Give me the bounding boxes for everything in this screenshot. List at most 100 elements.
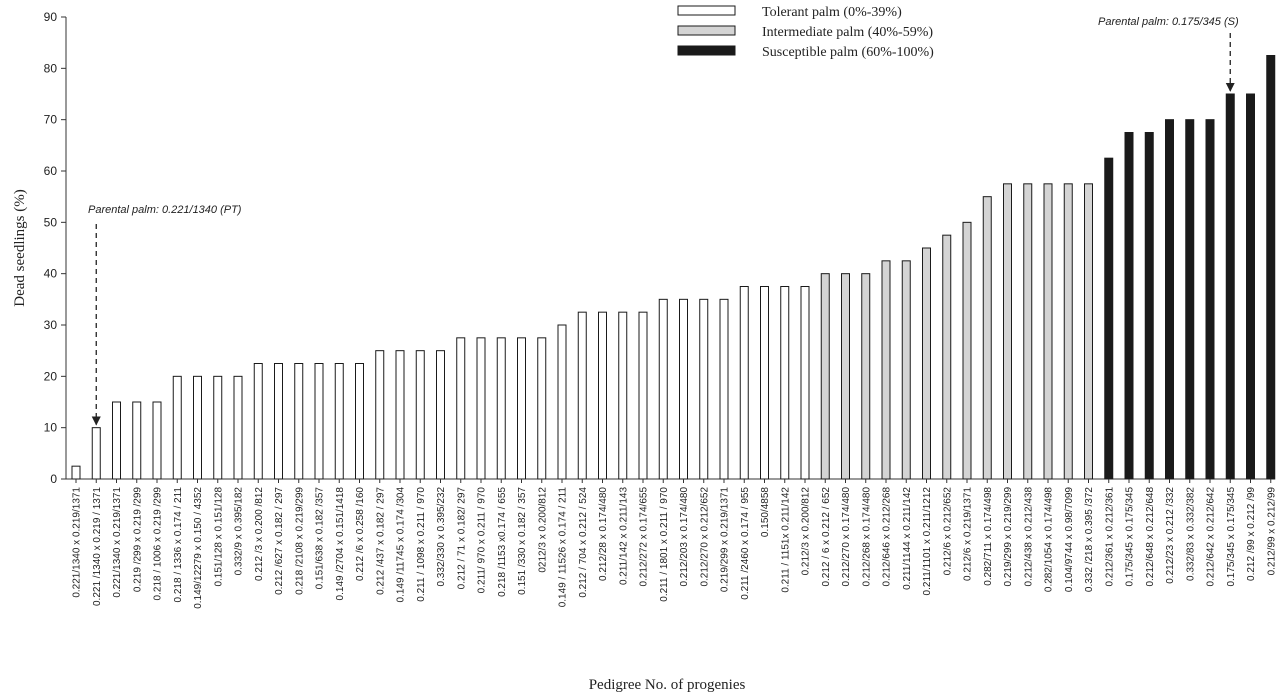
bar <box>1023 183 1033 480</box>
category-label: 0.175/345 x 0.175/345 <box>1226 487 1237 587</box>
legend-swatch-tolerant <box>677 5 736 16</box>
y-tick-label: 70 <box>44 113 58 127</box>
bar <box>233 375 243 480</box>
category-label: 0.332/330 x 0.395/232 <box>436 487 447 587</box>
bar <box>557 324 567 480</box>
category-label: 0.218 /2108 x 0.219/299 <box>294 487 305 595</box>
category-label: 0.212/361 x 0.212/361 <box>1104 487 1115 587</box>
category-label: 0.212 /99 x 0.212 /99 <box>1246 487 1257 581</box>
bar <box>1084 183 1093 480</box>
bar <box>800 286 810 480</box>
bar <box>1185 119 1195 480</box>
bar <box>901 260 911 480</box>
category-label: 0.221 /1340 x 0.219 / 1371 <box>92 487 103 606</box>
bar <box>1266 55 1276 480</box>
category-label: 0.221/1340 x 0.219/1371 <box>112 487 123 598</box>
category-label: 0.211/ 970 x 0.211 / 970 <box>477 487 488 594</box>
bar <box>881 260 891 480</box>
category-label: 0.212/270 x 0.174/480 <box>841 487 852 587</box>
y-tick-label: 20 <box>44 369 58 383</box>
category-label: 0.282/711 x 0.174/498 <box>983 487 994 586</box>
category-label: 0.211 / 1098 x 0.211 / 970 <box>416 487 427 602</box>
bar <box>598 311 607 480</box>
category-label: 0.212/270 x 0.212/652 <box>699 487 710 587</box>
bar <box>1205 119 1215 480</box>
bar <box>193 375 202 480</box>
category-label: 0.212 /6 x 0.258 /160 <box>355 487 366 581</box>
legend-swatch-susceptible <box>677 45 736 56</box>
bar <box>152 401 162 480</box>
category-label: 0.149 /2704 x 0.151/1418 <box>335 487 346 601</box>
category-label: 0.149 /11745 x 0.174 /304 <box>396 487 407 603</box>
bar <box>375 350 385 480</box>
x-axis-title: Pedigree No. of progenies <box>589 677 746 693</box>
bar <box>1043 183 1053 480</box>
category-label: 0.151/638 x 0.182 /357 <box>315 487 326 590</box>
bars <box>71 55 1276 480</box>
category-label: 0.219 /299 x 0.219 /299 <box>132 487 143 593</box>
category-label: 0.212 / 71 x 0.182/ 297 <box>456 487 467 590</box>
y-tick-label: 90 <box>44 10 58 24</box>
category-label: 0.150/4858 <box>760 487 771 537</box>
category-label: 0.104/9744 x 0.98/7099 <box>1064 487 1075 593</box>
category-label: 0.212/642 x 0.212/642 <box>1206 487 1217 587</box>
axes: 0 10 20 30 40 50 60 70 80 90 <box>44 10 1273 486</box>
category-label: 0.212/203 x 0.174/480 <box>679 487 690 587</box>
category-label: 0.211 / 1151x 0.211/142 <box>780 487 791 593</box>
bar <box>841 273 850 480</box>
category-label: 0.212/6 x 0.219/1371 <box>963 487 974 581</box>
y-tick-label: 60 <box>44 164 58 178</box>
bar <box>395 350 405 480</box>
legend-swatch-intermediate <box>677 25 736 36</box>
bar <box>132 401 142 480</box>
category-label: 0.212/28 x 0.174/480 <box>598 487 609 581</box>
category-label: 0.221/1340 x 0.219/1371 <box>72 487 83 598</box>
legend-label-tolerant: Tolerant palm (0%-39%) <box>762 5 902 20</box>
bar <box>456 337 466 480</box>
bar <box>658 298 668 480</box>
y-tick-label: 0 <box>50 472 57 486</box>
bar <box>760 286 769 480</box>
bar <box>618 311 628 480</box>
category-label: 0.212 / 6 x 0.212 / 652 <box>821 487 832 587</box>
category-label: 0.219/299 x 0.219/299 <box>1003 487 1014 587</box>
category-label: 0.212 /627 x 0.182 / 297 <box>274 487 285 595</box>
bar <box>91 427 101 480</box>
category-label: 0.151/128 x 0.151/128 <box>213 487 224 587</box>
category-label: 0.212/268 x 0.174/480 <box>861 487 872 587</box>
category-label: 0212/3 x 0.200/812 <box>537 487 548 573</box>
annotation-label: Parental palm: 0.175/345 (S) <box>1098 16 1239 28</box>
category-label: 0.212/23 x 0.212 /332 <box>1165 487 1176 584</box>
y-tick-label: 40 <box>44 267 58 281</box>
bar <box>922 247 931 480</box>
bar <box>355 363 364 480</box>
bar <box>1144 132 1154 480</box>
category-label: 0.212 /3 x 0.200 /812 <box>254 487 265 581</box>
y-tick-label: 50 <box>44 215 58 229</box>
bar <box>739 286 749 480</box>
bar <box>476 337 486 480</box>
category-label: 0.218 / 1006 x 0.219 /299 <box>153 487 164 601</box>
bar <box>436 350 445 480</box>
category-label: 0.211/1144 x 0.211/142 <box>902 487 913 590</box>
bar <box>861 273 871 480</box>
y-axis-title: Dead seedlings (%) <box>12 189 28 306</box>
bar <box>1124 132 1134 480</box>
category-label: 0.151 /330 x 0.182 / 357 <box>517 487 528 595</box>
bar <box>719 298 729 480</box>
bar <box>1225 93 1235 480</box>
bar <box>274 363 283 480</box>
category-label: 0.218 /1153 x0.174 / 655 <box>497 487 508 597</box>
category-label: 0.282/1054 x 0.174/498 <box>1044 487 1055 593</box>
bar <box>1063 183 1073 480</box>
category-label: 0.212/646 x 0.212/268 <box>882 487 893 587</box>
bar <box>1246 93 1255 480</box>
bar <box>638 311 648 480</box>
bar <box>962 221 972 480</box>
bar <box>294 363 304 480</box>
bar <box>517 337 526 480</box>
category-label: 0.175/345 x 0.175/345 <box>1125 487 1136 587</box>
category-label: 0.212/648 x 0.212/648 <box>1145 487 1156 587</box>
bar <box>415 350 425 480</box>
